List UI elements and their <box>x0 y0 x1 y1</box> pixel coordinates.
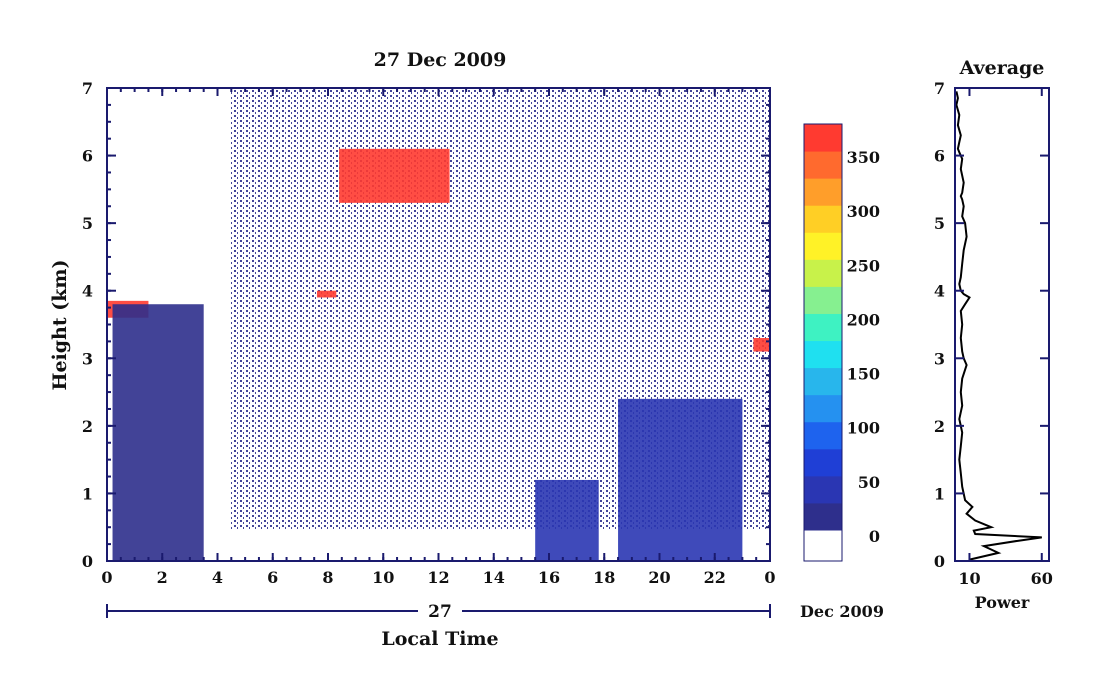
x-axis-label: Local Time <box>381 628 498 650</box>
heatmap-feature-4 <box>112 304 204 561</box>
x-tick-label: 2 <box>157 568 168 587</box>
heatmap-feature-5 <box>535 479 599 561</box>
average-title: Average <box>959 57 1045 79</box>
x-tick-label: 0 <box>764 568 775 587</box>
colorbar-tick-label: 0 <box>869 527 880 546</box>
colorbar-tick-label: 350 <box>847 148 880 167</box>
y-tick-label: 7 <box>82 79 93 98</box>
colorbar-band <box>804 394 842 423</box>
avg-y-tick-label: 0 <box>934 552 945 571</box>
colorbar-band <box>804 205 842 233</box>
colorbar-band <box>804 502 842 531</box>
x-tick-label: 16 <box>538 568 560 587</box>
x-tick-label: 22 <box>704 568 726 587</box>
x-tick-label: 14 <box>483 568 505 587</box>
colorbar-tick-label: 150 <box>847 365 880 384</box>
colorbar-band <box>804 124 842 152</box>
colorbar-frame <box>803 123 843 562</box>
colorbar-band <box>804 286 842 314</box>
avg-y-tick-label: 6 <box>934 147 945 166</box>
avg-x-tick-label: 60 <box>1031 569 1053 588</box>
feature-layer <box>107 148 770 561</box>
colorbar-band <box>804 448 842 477</box>
y-tick-label: 2 <box>82 417 93 436</box>
avg-y-tick-label: 1 <box>934 484 945 503</box>
avg-y-tick-label: 7 <box>934 79 945 98</box>
x-tick-label: 6 <box>267 568 278 587</box>
y-tick-label: 3 <box>82 349 93 368</box>
average-plot-frame <box>954 87 1050 562</box>
heatmap-feature-6 <box>618 398 743 561</box>
colorbar-bands <box>804 124 842 561</box>
average-x-axis-ticks: 10 60 <box>958 88 1053 588</box>
colorbar-band <box>804 367 842 396</box>
y-tick-label: 5 <box>82 214 93 233</box>
average-y-axis-ticks: 0 1 2 3 4 5 6 7 <box>934 79 1049 571</box>
colorbar-band-blank <box>804 530 842 561</box>
colorbar-tick-label: 50 <box>858 473 880 492</box>
avg-y-tick-label: 2 <box>934 417 945 436</box>
average-power-line <box>955 91 1042 561</box>
avg-y-tick-label: 5 <box>934 214 945 233</box>
colorbar-tick-label: 250 <box>847 256 880 275</box>
x-tick-label: 18 <box>593 568 615 587</box>
colorbar-band <box>804 313 842 342</box>
date-bar-day-label: 27 <box>428 602 452 622</box>
colorbar-band <box>804 178 842 206</box>
avg-x-tick-label: 10 <box>958 569 980 588</box>
heatmap-feature-1 <box>339 148 450 203</box>
colorbar-band <box>804 151 842 179</box>
colorbar-band <box>804 340 842 369</box>
colorbar-band <box>804 421 842 450</box>
colorbar-tick-labels: 0 50 100 150 200 250 300 350 <box>847 148 880 546</box>
avg-y-tick-label: 4 <box>934 282 945 301</box>
colorbar-tick-label: 200 <box>847 310 880 329</box>
colorbar-band <box>804 232 842 260</box>
colorbar: 0 50 100 150 200 250 300 350 <box>803 123 880 562</box>
avg-y-tick-label: 3 <box>934 349 945 368</box>
y-tick-label: 6 <box>82 147 93 166</box>
y-tick-label: 4 <box>82 282 93 301</box>
colorbar-band <box>804 475 842 504</box>
y-tick-label: 1 <box>82 484 93 503</box>
x-axis-ticks: 0 2 4 6 8 10 12 14 16 18 20 22 0 <box>101 88 776 587</box>
x-tick-label: 8 <box>322 568 333 587</box>
colorbar-tick-label: 100 <box>847 419 880 438</box>
y-axis-ticks: 0 1 2 3 4 5 6 7 <box>82 79 770 571</box>
colorbar-band <box>804 259 842 287</box>
x-tick-label: 12 <box>427 568 449 587</box>
heatmap-feature-3 <box>753 338 770 352</box>
x-tick-label: 20 <box>648 568 670 587</box>
x-tick-label: 10 <box>372 568 394 587</box>
x-tick-label: 4 <box>212 568 223 587</box>
colorbar-tick-label: 300 <box>847 202 880 221</box>
date-bar-month-label: Dec 2009 <box>800 602 884 621</box>
x-tick-label: 0 <box>101 568 112 587</box>
average-plot-area: 10 60 0 1 2 3 4 5 6 7 <box>934 79 1053 588</box>
heatmap-feature-2 <box>316 290 337 298</box>
average-x-axis-label: Power <box>975 593 1030 612</box>
y-axis-label: Height (km) <box>49 260 71 391</box>
y-tick-label: 0 <box>82 552 93 571</box>
main-title: 27 Dec 2009 <box>374 49 507 71</box>
date-bar: 27 Dec 2009 <box>106 602 884 622</box>
